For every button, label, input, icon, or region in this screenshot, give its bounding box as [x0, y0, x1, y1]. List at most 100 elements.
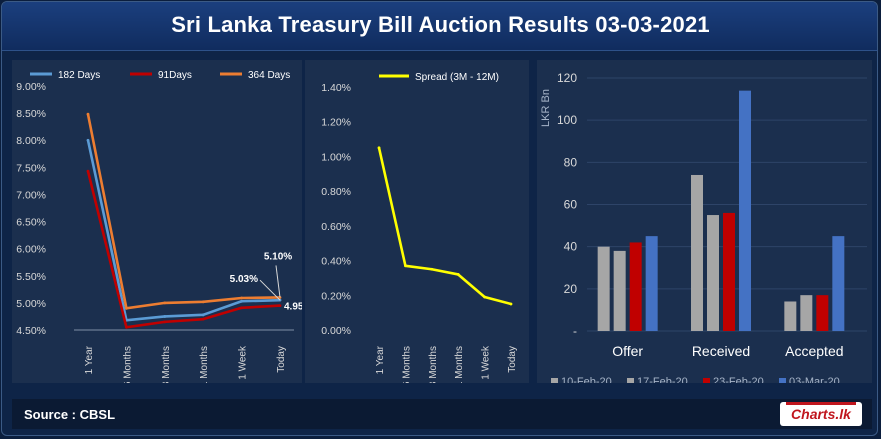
data-point-spread: [456, 273, 460, 276]
header-bar: Sri Lanka Treasury Bill Auction Results …: [2, 2, 877, 51]
brand-logo-text: Charts.lk: [791, 406, 851, 422]
data-point-364-days: [240, 296, 244, 300]
data-point-182-days: [86, 138, 90, 142]
legend-label-182-days: 182 Days: [58, 70, 100, 81]
bar-10-feb-20-accepted: [784, 301, 797, 331]
data-point-91days: [201, 317, 205, 321]
page-title: Sri Lanka Treasury Bill Auction Results …: [171, 12, 710, 37]
y-tick-label: 1.20%: [321, 117, 351, 129]
legend-label-17-feb-20: 17-Feb-20: [637, 376, 688, 383]
footer-bar: Source : CBSL Charts.lk: [12, 399, 872, 429]
yield-curve-chart: 4.50% 5.00% 5.50% 6.00% 6.50% 7.00% 7.50% 8.00%…: [16, 70, 302, 383]
y-tick-label: 0.20%: [321, 290, 351, 302]
bar-23-feb-20-accepted: [816, 295, 829, 331]
legend-swatch-10-feb-20: [551, 378, 558, 383]
legend-label-91days: 91Days: [158, 70, 192, 81]
y-tick-label: 0.80%: [321, 186, 351, 198]
yield-curve-panel: 4.50% 5.00% 5.50% 6.00% 6.50% 7.00% 7.50% 8.00%…: [12, 60, 302, 383]
x-tick-label: Today: [276, 346, 287, 373]
y-tick-label: 5.00%: [16, 298, 46, 310]
annotation-leader: [259, 279, 281, 301]
y-tick-label: 7.50%: [16, 162, 46, 174]
legend-swatch-17-feb-20: [627, 378, 634, 383]
y-tick-label: 6.00%: [16, 244, 46, 256]
x-tick-label: 6 Months: [401, 346, 412, 383]
y-tick-label: 8.00%: [16, 135, 46, 147]
data-point-182-days: [163, 315, 167, 318]
y-tick-label: 0.60%: [321, 221, 351, 233]
data-point-spread: [404, 264, 407, 268]
data-point-91days: [86, 169, 90, 173]
y-tick-label: 100: [557, 113, 577, 127]
bar-23-feb-20-received: [723, 212, 735, 331]
data-point-364-days: [86, 112, 90, 116]
x-tick-label: 1 Months: [454, 346, 465, 383]
y-tick-label: 120: [557, 71, 577, 85]
x-tick-label: 1 Months: [199, 346, 210, 383]
source-note: Source : CBSL: [24, 407, 116, 422]
bar-03-mar-20-offer: [645, 236, 658, 331]
data-point-spread: [430, 267, 434, 271]
brand-logo: Charts.lk: [780, 402, 862, 426]
series-line-spread: [377, 147, 512, 306]
y-tick-label: 60: [564, 198, 578, 212]
y-tick-label: 40: [564, 240, 578, 254]
legend-label-23-feb-20: 23-Feb-20: [713, 376, 764, 383]
y-tick-label: 9.00%: [16, 81, 46, 93]
y-tick-label: -: [573, 324, 577, 338]
data-point-91days: [125, 325, 128, 329]
data-point-spread: [377, 146, 381, 150]
data-point-91days: [278, 304, 282, 307]
x-tick-label: 1 Week: [481, 345, 492, 380]
x-tick-label: 1 Year: [375, 345, 386, 374]
y-tick-label: 5.50%: [16, 271, 46, 283]
y-tick-label: 8.50%: [16, 108, 46, 120]
x-category-label: Received: [692, 343, 750, 359]
y-tick-label: 0.40%: [321, 256, 351, 268]
brand-logo-bar: [786, 402, 856, 405]
x-category-label: Accepted: [785, 343, 843, 359]
bar-23-feb-20-offer: [629, 242, 642, 331]
x-tick-label: 3 Months: [428, 346, 439, 383]
spread-panel: 0.00% 0.20% 0.40% 0.60% 0.80% 1.00% 1.20% 1.40%…: [305, 60, 529, 383]
annotation-364-days: 5.10%: [264, 251, 292, 262]
y-tick-label: 80: [564, 155, 578, 169]
bar-17-feb-20-accepted: [800, 295, 813, 331]
x-tick-label: 1 Year: [84, 345, 95, 374]
y-tick-label: 1.40%: [321, 82, 351, 94]
data-point-364-days: [125, 306, 128, 310]
annotation-leader: [275, 265, 281, 298]
data-point-364-days: [201, 300, 205, 304]
x-category-label: Offer: [612, 343, 643, 359]
x-tick-label: 3 Months: [161, 346, 172, 383]
bar-10-feb-20-received: [691, 174, 703, 331]
bar-03-mar-20-accepted: [832, 236, 845, 331]
x-tick-label: 6 Months: [122, 346, 133, 383]
annotation-182-days: 5.03%: [230, 274, 258, 285]
y-tick-label: 1.00%: [321, 151, 351, 163]
series-line-182-days: [86, 139, 281, 322]
data-point-182-days: [201, 313, 205, 317]
legend-label-10-feb-20: 10-Feb-20: [561, 376, 612, 383]
annotation-91-days: 4.95%: [284, 302, 302, 313]
series-line-91days: [86, 170, 281, 329]
bar-17-feb-20-offer: [613, 250, 626, 331]
auction-volume-chart: - 20 40 60 80 100 120 LKR Bn Offer Received Accept…: [540, 71, 867, 383]
data-point-364-days: [163, 301, 167, 305]
x-tick-label: 1 Week: [238, 345, 249, 380]
legend-label-364-days: 364 Days: [248, 70, 290, 81]
data-point-spread: [509, 302, 513, 306]
y-tick-label: 0.00%: [321, 325, 351, 337]
data-point-spread: [483, 295, 486, 299]
data-point-91days: [240, 306, 244, 310]
bar-10-feb-20-offer: [597, 246, 610, 331]
bar-03-mar-20-received: [739, 90, 751, 332]
y-tick-label: 6.50%: [16, 217, 46, 229]
auction-volume-panel: - 20 40 60 80 100 120 LKR Bn Offer Received Accept…: [537, 60, 872, 383]
y-tick-label: 4.50%: [16, 325, 46, 337]
legend-swatch-23-feb-20: [703, 378, 710, 383]
legend-label-03-mar-20: 03-Mar-20: [789, 376, 840, 383]
data-point-182-days: [240, 299, 244, 303]
y-tick-label: 20: [564, 282, 578, 296]
